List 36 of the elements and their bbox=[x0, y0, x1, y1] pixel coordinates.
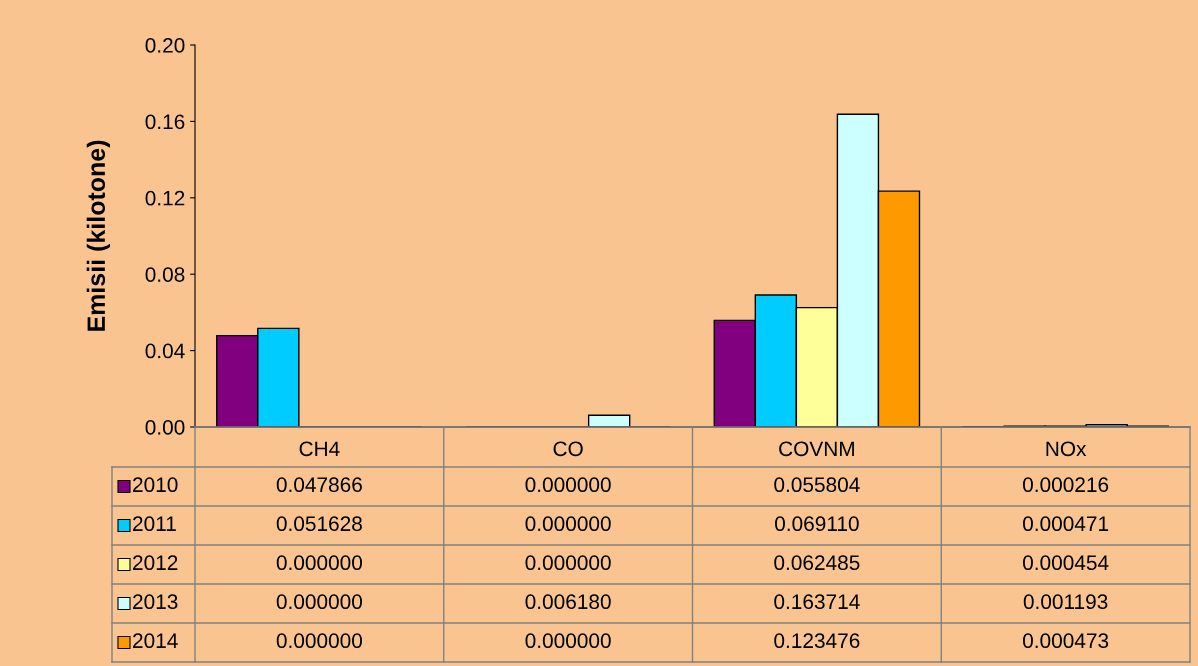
legend-label: 2012 bbox=[133, 555, 178, 571]
y-tick-label: 0.20 bbox=[145, 38, 185, 53]
x-tick-label: NOx bbox=[1046, 441, 1087, 457]
data-label: 0.000000 bbox=[525, 633, 611, 649]
legend-label: 2010 bbox=[133, 477, 178, 493]
data-label: 0.000000 bbox=[276, 555, 363, 571]
y-tick-label: 0.16 bbox=[145, 114, 185, 130]
data-label: 0.123476 bbox=[774, 633, 860, 649]
data-label: 0.163714 bbox=[774, 594, 860, 610]
data-label: 0.047866 bbox=[276, 477, 362, 493]
x-tick-label: COVNM bbox=[779, 441, 854, 457]
data-label: 0.000454 bbox=[1023, 555, 1109, 571]
x-tick-label: CO bbox=[553, 441, 583, 457]
y-axis-title: Emisii (kilotone) bbox=[86, 140, 111, 331]
legend-label: 2014 bbox=[133, 633, 178, 649]
data-label: 0.055804 bbox=[774, 477, 860, 493]
data-label: 0.062485 bbox=[774, 555, 860, 571]
y-tick-label: 0.04 bbox=[145, 343, 185, 359]
data-label: 0.001193 bbox=[1023, 594, 1108, 610]
data-label: 0.051628 bbox=[276, 516, 362, 532]
data-label: 0.000000 bbox=[276, 594, 363, 610]
legend-label: 2011 bbox=[133, 516, 176, 532]
data-label: 0.000000 bbox=[276, 633, 363, 649]
data-label: 0.006180 bbox=[525, 594, 611, 610]
data-label: 0.000473 bbox=[1023, 633, 1109, 649]
data-label: 0.069110 bbox=[775, 516, 859, 532]
data-label: 0.000216 bbox=[1023, 477, 1109, 493]
data-label: 0.000000 bbox=[525, 477, 611, 493]
data-label: 0.000471 bbox=[1023, 516, 1109, 532]
y-tick-label: 0.12 bbox=[145, 190, 185, 206]
data-label: 0.000000 bbox=[525, 555, 611, 571]
y-tick-label: 0.00 bbox=[145, 420, 185, 435]
data-label: 0.000000 bbox=[525, 516, 611, 532]
x-tick-label: CH4 bbox=[299, 441, 340, 457]
y-tick-label: 0.08 bbox=[145, 267, 185, 282]
legend-label: 2013 bbox=[133, 594, 178, 610]
